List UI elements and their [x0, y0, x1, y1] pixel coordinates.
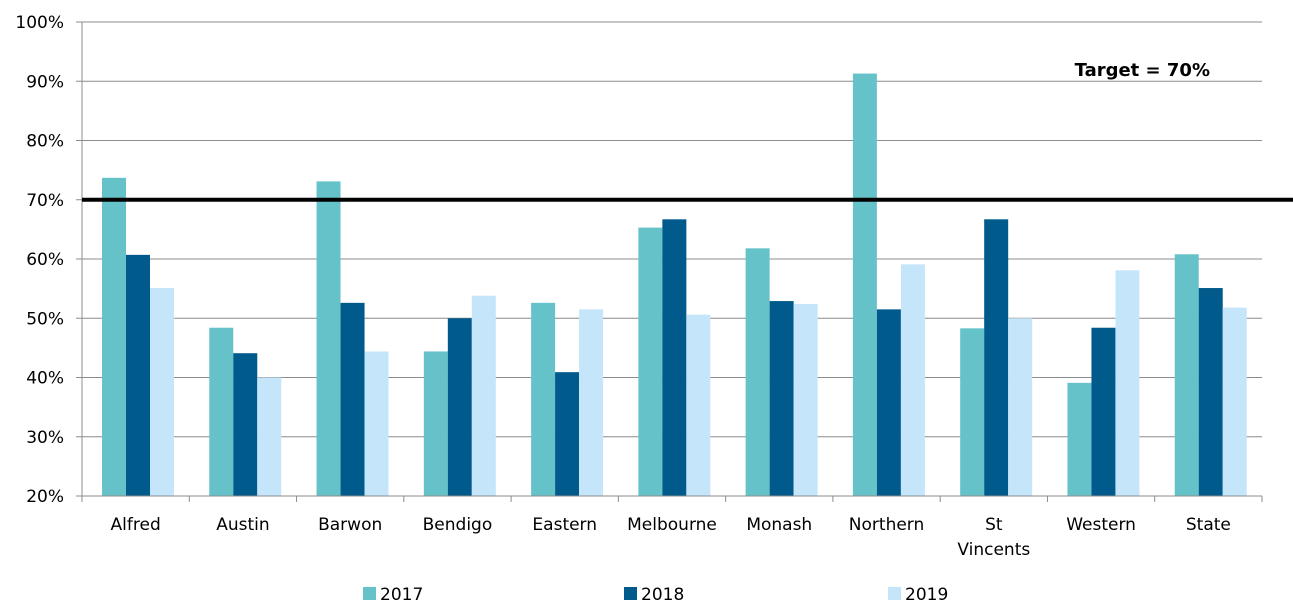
legend-label-2017: 2017	[380, 585, 423, 603]
bar-2017-bendigo	[423, 351, 448, 496]
y-tick-labels: 20% 30% 40% 50% 60% 70% 80% 90% 100%	[15, 13, 64, 507]
x-tick-label: Bendigo	[423, 515, 493, 535]
bar-2019-alfred	[150, 288, 174, 496]
legend-label-2019: 2019	[905, 585, 948, 603]
bar-2019-state	[1222, 307, 1247, 496]
bar-2019-northern	[900, 264, 925, 496]
y-tick-label: 80%	[26, 132, 64, 152]
bar-2019-bendigo	[471, 295, 496, 496]
x-tick-label: State	[1186, 515, 1231, 535]
bar-2017-northern	[852, 73, 877, 497]
bar-2018-austin	[233, 353, 258, 496]
y-tick-label: 100%	[15, 13, 64, 33]
y-tick-label: 50%	[26, 309, 64, 329]
bar-2019-eastern	[579, 309, 604, 496]
x-tick-label: Northern	[849, 515, 924, 535]
bar-2017-monash	[745, 248, 770, 496]
bar-2017-melbourne	[638, 227, 663, 496]
bar-2019-barwon	[364, 351, 389, 496]
bar-2017-eastern	[531, 302, 556, 496]
y-tick-label: 40%	[26, 369, 64, 389]
bar-2018-bendigo	[447, 318, 472, 496]
bar-2019-monash	[793, 304, 818, 496]
bar-2018-barwon	[340, 302, 365, 496]
bar-2017-st-vincents	[960, 328, 985, 496]
x-tick-label: Vincents	[957, 540, 1030, 560]
x-tick-label: Eastern	[532, 515, 597, 535]
x-tick-label: Austin	[216, 515, 269, 535]
bar-2018-st-vincents	[984, 219, 1009, 497]
bar-2019-austin	[257, 377, 282, 496]
legend-swatch-2018	[624, 587, 637, 600]
y-tick-label: 30%	[26, 428, 64, 448]
bar-2017-barwon	[316, 181, 341, 496]
bar-2018-state	[1198, 288, 1223, 496]
x-tick-label: Western	[1066, 515, 1136, 535]
x-tick-labels: Alfred Austin Barwon Bendigo Eastern Melbourn…	[111, 515, 1231, 560]
bar-2019-western	[1115, 270, 1140, 496]
y-tick-label: 60%	[26, 250, 64, 270]
x-tick-label: St	[985, 515, 1003, 535]
bar-2019-melbourne	[686, 314, 711, 496]
target-label: Target = 70%	[1075, 60, 1210, 81]
bar-2017-alfred	[102, 177, 126, 496]
bar-2017-western	[1067, 382, 1092, 496]
bar-2018-western	[1091, 327, 1116, 496]
bar-2018-monash	[769, 301, 794, 496]
x-tick-label: Barwon	[318, 515, 382, 535]
legend-swatch-2019	[888, 587, 901, 600]
x-tick-label: Melbourne	[627, 515, 717, 535]
legend-swatch-2017	[363, 587, 376, 600]
axes	[76, 21, 1263, 502]
x-tick-label: Monash	[746, 515, 812, 535]
legend-label-2018: 2018	[641, 585, 684, 603]
x-tick-label: Alfred	[111, 515, 161, 535]
y-tick-label: 70%	[26, 191, 64, 211]
bar-2017-state	[1174, 254, 1199, 496]
bar-2019-st-vincents	[1008, 318, 1033, 496]
bars	[102, 73, 1247, 497]
y-tick-label: 90%	[26, 72, 64, 92]
legend: 2017 2018 2019	[363, 585, 948, 603]
bar-2018-melbourne	[662, 219, 687, 497]
y-tick-label: 20%	[26, 487, 64, 507]
target-line-group: Target = 70%	[82, 60, 1293, 202]
bar-2018-eastern	[555, 372, 580, 496]
bar-2017-austin	[209, 327, 234, 496]
bar-2018-alfred	[126, 254, 150, 496]
bar-2018-northern	[876, 309, 901, 496]
